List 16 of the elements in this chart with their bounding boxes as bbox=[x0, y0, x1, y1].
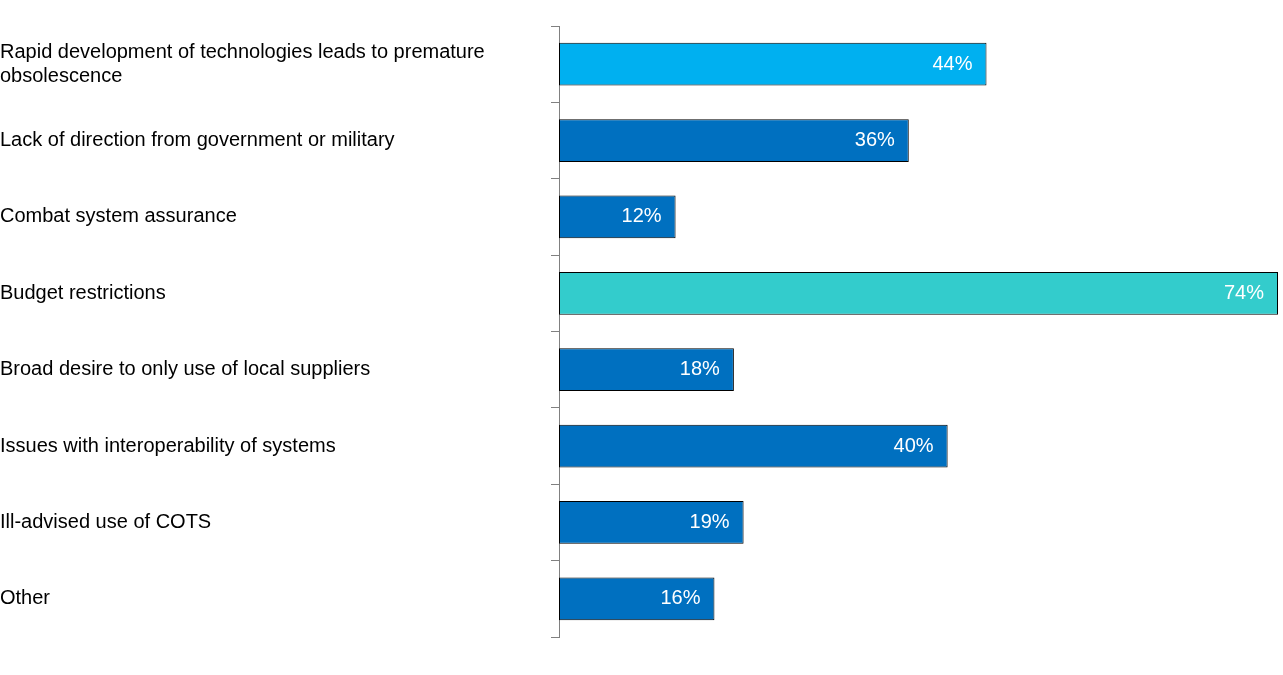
y-tick-label: Issues with interoperability of systems bbox=[0, 433, 336, 456]
data-label: 40% bbox=[893, 433, 934, 456]
y-tick-label: Ill-advised use of COTS bbox=[0, 509, 212, 532]
data-label: 18% bbox=[679, 357, 721, 380]
y-tick-label: Other bbox=[0, 586, 51, 609]
data-label: 74% bbox=[1223, 280, 1265, 303]
data-label: 36% bbox=[854, 128, 895, 151]
y-tick-label: Lack of direction from government or military bbox=[0, 128, 395, 151]
data-label: 12% bbox=[621, 204, 662, 227]
y-tick-label: Combat system assurance bbox=[0, 204, 237, 227]
y-tick-label: Rapid development of technologies leads to premature obsolescence bbox=[0, 39, 485, 86]
data-label: 19% bbox=[689, 509, 730, 532]
data-label: 44% bbox=[932, 51, 973, 74]
data-label: 16% bbox=[660, 586, 701, 609]
y-tick-label: Budget restrictions bbox=[0, 280, 166, 303]
y-tick-label: Broad desire to only use of local suppliers bbox=[0, 357, 371, 380]
